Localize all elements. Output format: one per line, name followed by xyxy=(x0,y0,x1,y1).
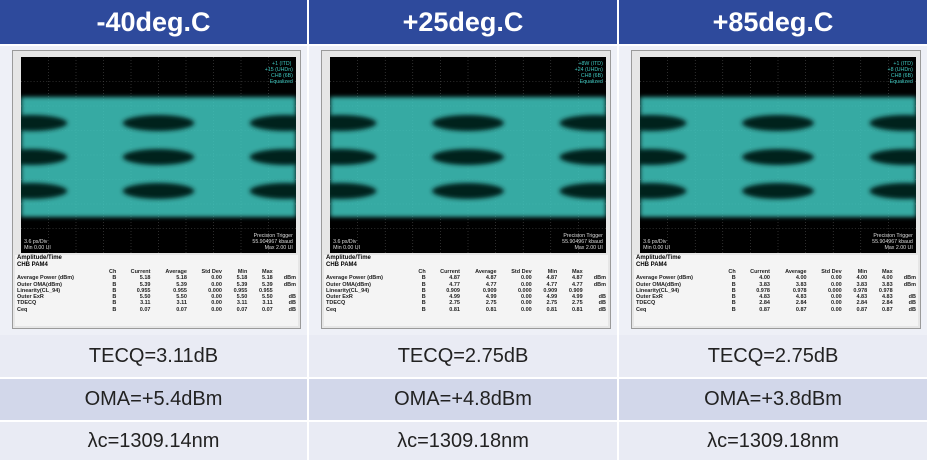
svg-text:55.904967 kbaud: 55.904967 kbaud xyxy=(872,239,913,245)
eye-diagram-screen: +8W (ITD) +24 (UHDn) CH8 (6B) Equalized 3.6 … xyxy=(330,57,606,253)
svg-text:Equalized: Equalized xyxy=(580,79,603,85)
measurement-title: Amplitude/Time xyxy=(636,255,681,261)
measurement-subtitle: CHB PAM4 xyxy=(636,262,667,268)
table-row: Average Power (dBm) B 5.18 5.18 0.00 5.18 5.18… xyxy=(17,275,296,282)
svg-text:Precision Trigger: Precision Trigger xyxy=(563,233,603,239)
table-row: Average Power (dBm) B 4.00 4.00 0.00 4.00 4.00… xyxy=(636,275,916,282)
measurement-table: Amplitude/Time CHB PAM4 Ch Current Average St… xyxy=(324,255,608,326)
svg-text:3.6 ps/Div: 3.6 ps/Div xyxy=(643,239,667,245)
table-row: Outer OMA(dBm) B 4.77 4.77 0.00 4.77 4.77 dBm xyxy=(326,281,606,288)
svg-text:Max 2.00 UI: Max 2.00 UI xyxy=(884,245,912,251)
measurement-table: Amplitude/Time CHB PAM4 Ch Current Average St… xyxy=(15,255,298,326)
measurement-subtitle: CHB PAM4 xyxy=(326,262,357,268)
tecq-value-minus40: TECQ=3.11dB xyxy=(0,335,309,379)
table-row: Ceq B 0.07 0.07 0.00 0.07 0.07 dB xyxy=(17,306,296,313)
wavelength-value-minus40: λc=1309.14nm xyxy=(0,422,309,462)
svg-text:Equalized: Equalized xyxy=(890,79,913,85)
table-row: TDECQ B 3.11 3.11 0.00 3.11 3.11 dB xyxy=(17,300,296,307)
svg-text:+8W (ITD): +8W (ITD) xyxy=(578,61,603,67)
svg-text:Equalized: Equalized xyxy=(270,79,293,85)
table-row: Outer ExR B 5.50 5.50 0.00 5.50 5.50 dB xyxy=(17,294,296,301)
eye-diagram-plot: +1 (ITD) +15 (UHDn)CH8 (6B)Equalized 3.6 … xyxy=(21,57,296,253)
svg-text:55.904967 kbaud: 55.904967 kbaud xyxy=(562,239,603,245)
measurement-title: Amplitude/Time xyxy=(17,255,62,261)
eye-diagram-plot: +8W (ITD)+24 (UHDn)CH8 (6B)Equalized 3.6 … xyxy=(330,57,606,253)
svg-text:55.904967 kbaud: 55.904967 kbaud xyxy=(252,239,293,245)
oma-value-minus40: OMA=+5.4dBm xyxy=(0,379,309,422)
eye-diagram-screen: +1 (ITD) +15 (UHDn) CH8 (6B) Equalized 3.6 … xyxy=(21,57,296,253)
svg-text:+8 (UHDn): +8 (UHDn) xyxy=(888,67,914,73)
svg-text:Min 0.00 UI: Min 0.00 UI xyxy=(24,245,51,251)
svg-text:3.6 ps/Div: 3.6 ps/Div xyxy=(24,239,48,245)
eye-diagram-plot: +1 (ITD)+8 (UHDn)CH8 (6B)Equalized 3.6 ps… xyxy=(640,57,916,253)
oma-value-plus85: OMA=+3.8dBm xyxy=(619,379,929,422)
table-row: Ceq B 0.87 0.87 0.00 0.87 0.87 dB xyxy=(636,306,916,313)
header-plus25: +25deg.C xyxy=(309,0,619,46)
table-row: Outer ExR B 4.83 4.83 0.00 4.83 4.83 dB xyxy=(636,294,916,301)
svg-text:+1 (ITD): +1 (ITD) xyxy=(272,61,293,67)
measurement-subtitle: CHB PAM4 xyxy=(17,262,48,268)
svg-text:Min 0.00 UI: Min 0.00 UI xyxy=(333,245,360,251)
tecq-value-plus25: TECQ=2.75dB xyxy=(309,335,619,379)
table-row: Linearity(CL_94) B 0.955 0.955 0.000 0.955 0.9… xyxy=(17,287,273,294)
wavelength-value-plus85: λc=1309.18nm xyxy=(619,422,929,462)
svg-text:CH8 (6B): CH8 (6B) xyxy=(891,73,913,79)
svg-text:Min 0.00 UI: Min 0.00 UI xyxy=(643,245,670,251)
header-plus85: +85deg.C xyxy=(619,0,929,46)
svg-text:3.6 ps/Div: 3.6 ps/Div xyxy=(333,239,357,245)
svg-text:+15 (UHDn): +15 (UHDn) xyxy=(265,67,293,73)
svg-text:Precision Trigger: Precision Trigger xyxy=(254,233,294,239)
table-row: Linearity(CL_94) B 0.909 0.909 0.000 0.909 0.9… xyxy=(326,287,583,294)
table-row: Outer ExR B 4.99 4.99 0.00 4.99 4.99 dB xyxy=(326,294,606,301)
table-row: TDECQ B 2.75 2.75 0.00 2.75 2.75 dB xyxy=(326,300,606,307)
table-row: Ceq B 0.81 0.81 0.00 0.81 0.81 dB xyxy=(326,306,606,313)
table-row: TDECQ B 2.84 2.84 0.00 2.84 2.84 dB xyxy=(636,300,916,307)
svg-text:+1 (ITD): +1 (ITD) xyxy=(893,61,913,67)
svg-text:CH8 (6B): CH8 (6B) xyxy=(271,73,293,79)
wavelength-value-plus25: λc=1309.18nm xyxy=(309,422,619,462)
scope-capture-minus40: +1 (ITD) +15 (UHDn) CH8 (6B) Equalized 3.6 … xyxy=(0,46,309,335)
header-minus40: -40deg.C xyxy=(0,0,309,46)
table-row: Outer OMA(dBm) B 5.39 5.39 0.00 5.39 5.39 dBm xyxy=(17,281,296,288)
scope-capture-plus25: +8W (ITD) +24 (UHDn) CH8 (6B) Equalized 3.6 … xyxy=(309,46,619,335)
scope-capture-plus85: +1 (ITD) +8 (UHDn) CH8 (6B) Equalized 3.6 ps… xyxy=(619,46,929,335)
tecq-value-plus85: TECQ=2.75dB xyxy=(619,335,929,379)
eye-diagram-screen: +1 (ITD) +8 (UHDn) CH8 (6B) Equalized 3.6 ps… xyxy=(640,57,916,253)
oma-value-plus25: OMA=+4.8dBm xyxy=(309,379,619,422)
measurement-title: Amplitude/Time xyxy=(326,255,371,261)
svg-text:Precision Trigger: Precision Trigger xyxy=(873,233,913,239)
table-row: Outer OMA(dBm) B 3.83 3.83 0.00 3.83 3.83 dBm xyxy=(636,281,916,288)
svg-text:+24 (UHDn): +24 (UHDn) xyxy=(575,67,603,73)
svg-text:Max 2.00 UI: Max 2.00 UI xyxy=(265,245,293,251)
measurement-table: Amplitude/Time CHB PAM4 Ch Current Average St… xyxy=(634,255,918,326)
table-row: Average Power (dBm) B 4.87 4.87 0.00 4.87 4.87… xyxy=(326,275,606,282)
table-row: Linearity(CL_94) B 0.978 0.978 0.000 0.978 0.9… xyxy=(636,287,893,294)
svg-text:CH8 (6B): CH8 (6B) xyxy=(581,73,603,79)
svg-text:Max 2.00 UI: Max 2.00 UI xyxy=(574,245,602,251)
